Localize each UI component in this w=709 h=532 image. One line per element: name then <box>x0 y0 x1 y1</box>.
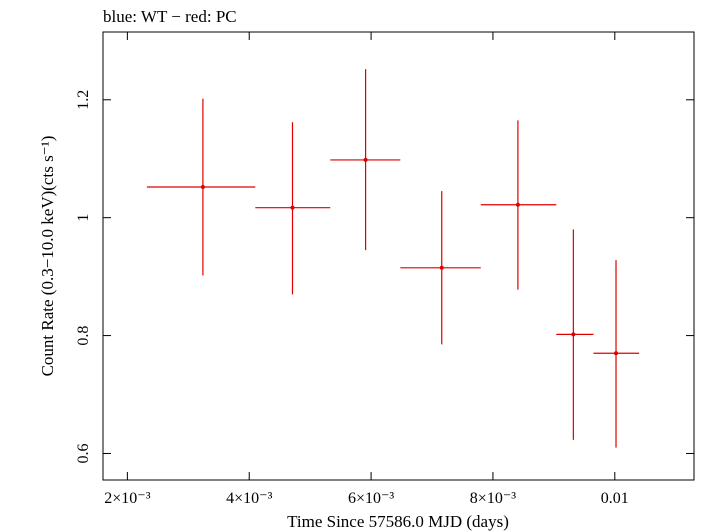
x-axis-label: Time Since 57586.0 MJD (days) <box>287 512 509 531</box>
data-marker <box>439 265 444 270</box>
data-point <box>400 191 481 345</box>
data-marker <box>363 157 368 162</box>
data-marker <box>290 205 295 210</box>
y-tick-label: 0.6 <box>75 443 92 463</box>
x-tick-label: 8×10⁻³ <box>470 490 516 507</box>
data-marker <box>515 202 520 207</box>
y-axis-label: Count Rate (0.3−10.0 keV)(cts s⁻¹) <box>38 136 57 377</box>
chart-title: blue: WT − red: PC <box>103 7 237 26</box>
x-tick-label: 0.01 <box>601 490 629 507</box>
plot-frame <box>102 31 695 481</box>
y-tick-label: 0.8 <box>75 326 92 346</box>
y-axis-ticks: 0.6 0.8 1 1.2 <box>75 90 694 463</box>
data-marker <box>614 351 619 356</box>
x-tick-label: 2×10⁻³ <box>104 490 150 507</box>
y-tick-label: 1.2 <box>75 90 92 110</box>
data-point <box>593 260 640 448</box>
x-tick-label: 4×10⁻³ <box>226 490 272 507</box>
data-point <box>330 69 401 251</box>
x-tick-label: 6×10⁻³ <box>348 490 394 507</box>
data-point <box>146 98 256 276</box>
data-marker <box>571 332 576 337</box>
data-series-pc <box>146 69 640 448</box>
data-point <box>480 120 557 290</box>
data-point <box>556 229 594 440</box>
y-tick-label: 1 <box>75 214 92 222</box>
data-marker <box>200 185 205 190</box>
data-point <box>255 122 331 295</box>
x-axis-ticks: 2×10⁻³ 4×10⁻³ 6×10⁻³ 8×10⁻³ 0.01 <box>104 32 629 507</box>
